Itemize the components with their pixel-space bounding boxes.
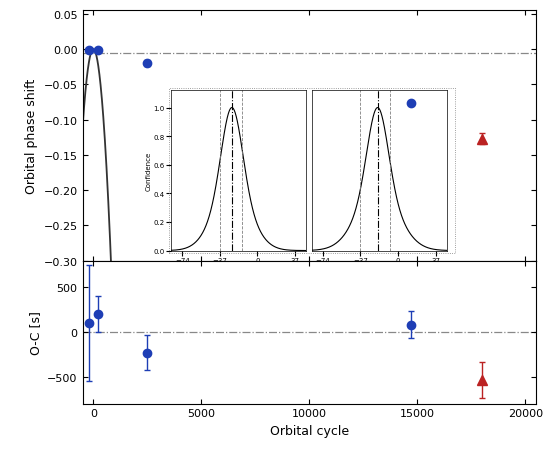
- Y-axis label: O-C [s]: O-C [s]: [29, 310, 42, 354]
- Bar: [169, 89, 455, 253]
- Y-axis label: Orbital phase shift: Orbital phase shift: [25, 78, 38, 193]
- X-axis label: Orbital cycle: Orbital cycle: [270, 424, 349, 437]
